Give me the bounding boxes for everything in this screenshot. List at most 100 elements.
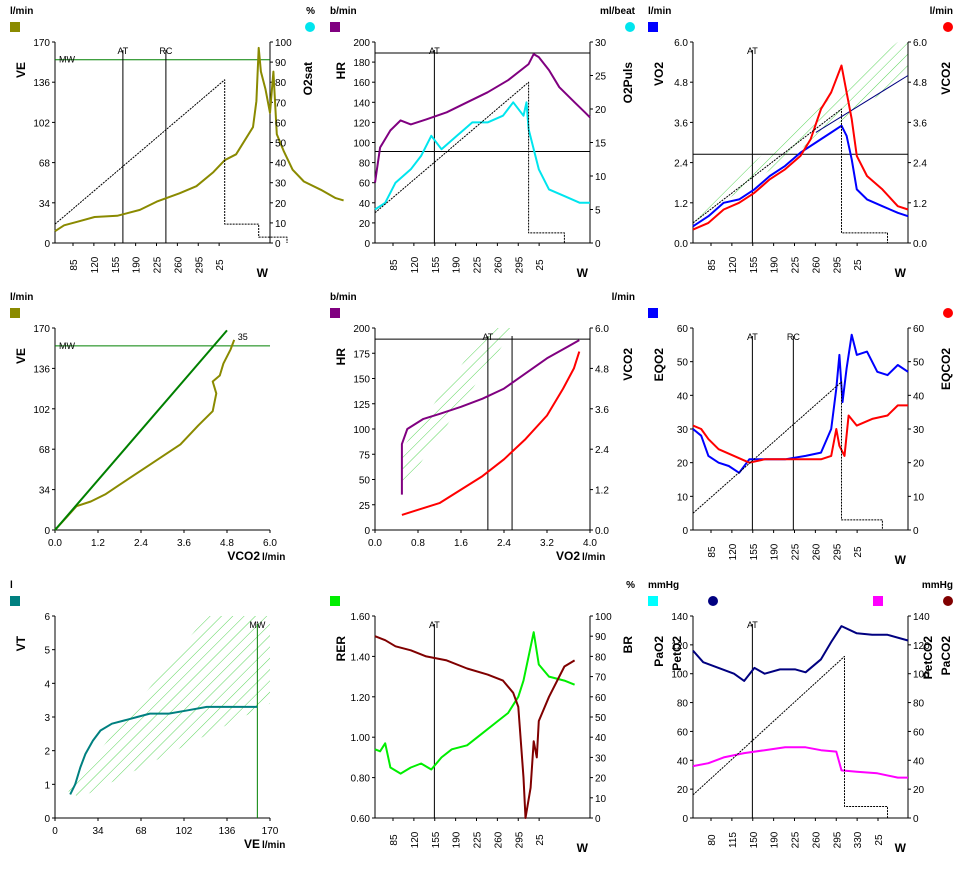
y-tick-label-right: 30 (275, 179, 287, 190)
y-tick-label-right: 0 (913, 814, 919, 825)
unit-right: mmHg (922, 580, 953, 591)
series-ve (54, 46, 344, 233)
y-tick-label-left: 40 (359, 199, 371, 210)
y-tick-label-right: 20 (275, 199, 287, 210)
y-tick-label-left: 4 (44, 679, 50, 690)
y-tick-label-left: 6.0 (674, 38, 688, 49)
y-tick-label-left: 80 (677, 699, 689, 710)
y-tick-label-right: 6.0 (595, 324, 609, 335)
x-tick-label: 25 (853, 546, 864, 558)
legend-left-2-dot (708, 596, 718, 606)
y-tick-label-right: 1.2 (913, 199, 927, 210)
y-axis-title-left: VT (14, 635, 28, 651)
x-tick-label: 260 (493, 256, 504, 273)
y-tick-label-right: 15 (595, 139, 607, 150)
y-tick-label-left: 0.80 (351, 774, 371, 785)
y-tick-label-left: 34 (39, 199, 51, 210)
x-tick-label: 190 (770, 543, 781, 560)
y-axis-title-left-2: PetO2 (670, 636, 684, 671)
y-tick-label-right: 0 (275, 239, 281, 250)
y-tick-label-left: 0 (682, 814, 688, 825)
x-tick-label: 260 (811, 831, 822, 848)
legend-left-swatch (648, 596, 658, 606)
y-tick-label-left: 150 (353, 375, 370, 386)
x-tick-label: 225 (473, 256, 484, 273)
y-axis-title-left: PaO2 (652, 636, 666, 667)
x-tick-label: 80 (707, 834, 718, 846)
legend-left-swatch (648, 22, 658, 32)
normal-range-band (401, 328, 515, 490)
y-tick-label-left: 160 (353, 78, 370, 89)
y-tick-label-right: 40 (913, 756, 925, 767)
legend-left-swatch (330, 22, 340, 32)
series-work-rate (374, 81, 565, 243)
y-tick-label-left: 75 (359, 450, 371, 461)
y-tick-label-left: 1.00 (351, 733, 371, 744)
y-tick-label-left: 3 (44, 713, 50, 724)
series-work-rate (692, 381, 883, 530)
y-tick-label-left: 60 (677, 324, 689, 335)
series-peto2 (692, 625, 909, 682)
unit-right: % (626, 580, 635, 591)
legend-right-dot (943, 308, 953, 318)
marker-label: AT (747, 46, 758, 56)
unit-right: l/min (930, 6, 953, 17)
y-tick-label-right: 30 (595, 753, 607, 764)
y-tick-label-right: 30 (913, 425, 925, 436)
legend-right-dot (625, 22, 635, 32)
y-tick-label-left: 180 (353, 58, 370, 69)
y-tick-label-left: 50 (359, 476, 371, 487)
y-tick-label-left: 1.2 (674, 199, 688, 210)
y-tick-label-right: 10 (275, 219, 287, 230)
x-tick-label: 2.4 (497, 538, 511, 549)
series-eqo2 (692, 333, 909, 474)
y-axis-title-left: HR (334, 348, 348, 366)
y-tick-label-left: 136 (33, 364, 50, 375)
legend-left-swatch (330, 596, 340, 606)
x-tick-label: 190 (132, 256, 143, 273)
x-axis-unit: l/min (582, 552, 605, 563)
y-tick-label-right: 60 (913, 324, 925, 335)
y-tick-label-right: 80 (595, 652, 607, 663)
x-tick-label: 3.6 (177, 538, 191, 549)
x-tick-label: 1.2 (91, 538, 105, 549)
y-tick-label-left: 0 (44, 814, 50, 825)
series-ve-vs-vco2 (54, 339, 236, 531)
y-tick-label-left: 0.0 (674, 239, 688, 250)
x-tick-label: 0.8 (411, 538, 425, 549)
series-petco2 (692, 746, 908, 779)
y-tick-label-left: 170 (33, 324, 50, 335)
y-axis-title-right: VCO2 (621, 348, 635, 381)
x-axis-title: VCO2 (227, 549, 260, 563)
y-tick-label-left: 136 (33, 78, 50, 89)
y-tick-label-right: 0 (595, 239, 601, 250)
x-tick-label: 330 (853, 831, 864, 848)
y-tick-label-left: 68 (39, 159, 51, 170)
unit-left: l/min (10, 6, 33, 17)
legend-right-2-dot (943, 596, 953, 606)
y-axis-title-left: HR (334, 62, 348, 80)
y-tick-label-left: 20 (359, 219, 371, 230)
legend-left-swatch (330, 308, 340, 318)
marker-label: RC (787, 332, 800, 342)
x-tick-label: 120 (728, 256, 739, 273)
y-tick-label-right: 100 (275, 38, 292, 49)
unit-right: l/min (612, 292, 635, 303)
y-tick-label-right: 0.0 (913, 239, 927, 250)
x-tick-label: 190 (770, 831, 781, 848)
y-tick-label-left: 80 (359, 159, 371, 170)
y-tick-label-right: 70 (595, 673, 607, 684)
x-tick-label: 120 (410, 256, 421, 273)
unit-left: l/min (648, 6, 671, 17)
y-tick-label-left: 6 (44, 612, 50, 623)
marker-label: AT (747, 332, 758, 342)
y-tick-label-right: 40 (595, 733, 607, 744)
series-vo2 (692, 124, 909, 228)
y-tick-label-left: 170 (33, 38, 50, 49)
y-tick-label-right: 140 (913, 612, 930, 623)
unit-right: % (306, 6, 315, 17)
marker-label: AT (482, 332, 493, 342)
series-eqco2 (692, 404, 908, 464)
panel-p5 (330, 308, 593, 533)
